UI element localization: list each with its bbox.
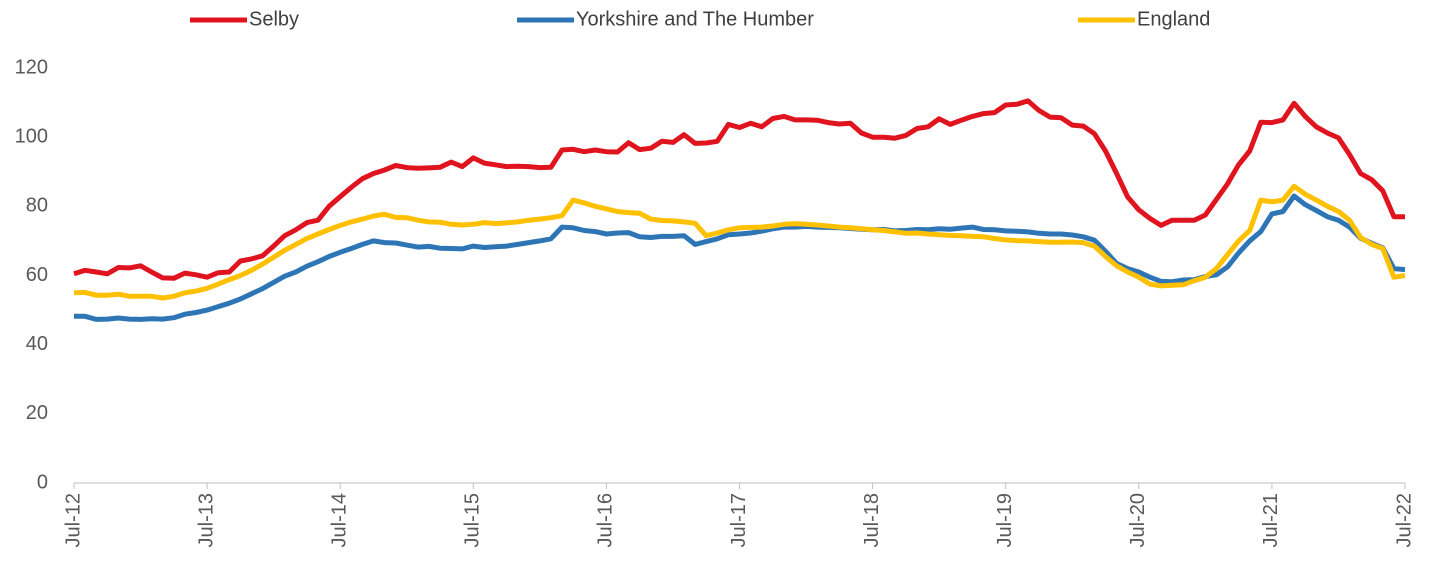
x-tick-label: Jul-16 [595,493,617,547]
y-tick-label: 120 [15,56,48,78]
y-tick-label: 40 [26,333,48,355]
series-line [73,183,1406,301]
series-line [74,193,1406,322]
y-tick-label: 60 [26,264,48,286]
x-tick-label: Jul-18 [861,493,883,547]
y-tick-label: 80 [26,195,48,217]
y-tick-label: 20 [26,402,48,424]
legend-text: Selby [249,8,299,30]
x-tick-label: Jul-20 [1127,493,1149,547]
x-tick-label: Jul-12 [62,493,84,547]
x-tick-label: Jul-17 [728,493,750,547]
y-tick-label: 100 [15,125,48,147]
legend-text: Yorkshire and The Humber [576,8,814,30]
x-tick-label: Jul-22 [1393,493,1415,547]
x-tick-label: Jul-21 [1260,493,1282,547]
y-tick-label: 0 [37,471,48,493]
legend-text: England [1137,8,1210,30]
x-tick-label: Jul-14 [328,493,350,547]
x-tick-label: Jul-19 [994,493,1016,547]
x-tick-label: Jul-15 [462,493,484,547]
series-line [73,98,1405,281]
x-tick-label: Jul-13 [195,493,217,547]
